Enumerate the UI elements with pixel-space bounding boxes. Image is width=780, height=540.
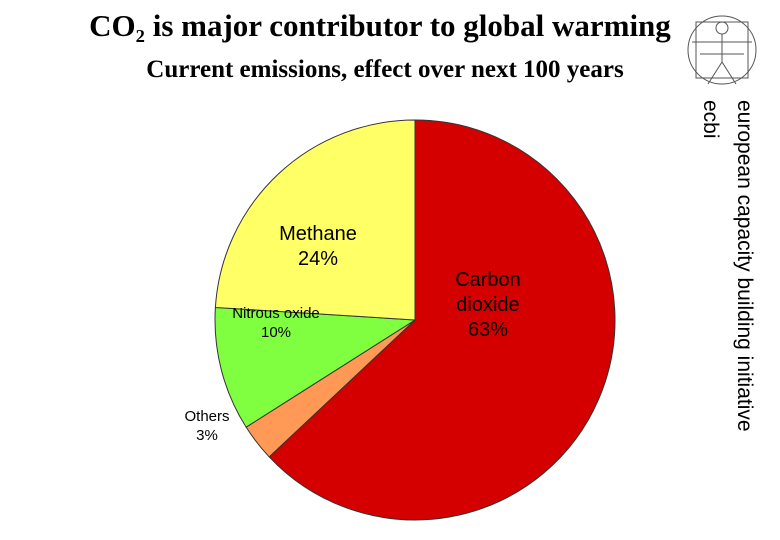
slice-name: Methane [279,223,357,245]
slice-value-label: 3% [196,426,218,444]
acronym-text: ecbi [699,100,722,139]
chart-subtitle: Current emissions, effect over next 100 … [146,56,624,83]
slice-label: Others 3% [172,408,242,446]
pie-slice [214,119,416,321]
slice-value-label: 63% [467,319,509,341]
logo [687,15,757,85]
slice-label: Nitrous oxide 10% [221,305,331,343]
slice-value-label: 10% [260,323,292,341]
pie-slice [214,306,417,428]
slice-value-label: 24% [297,248,339,270]
slice-label: Methane 24% [258,222,378,272]
slice-name: Carbon dioxide [455,269,521,316]
organization-text: european capacity building initiative [733,100,756,432]
chart-title: CO₂ is major contributor to global warmi… [89,8,671,43]
slice-label: Carbon dioxide 63% [433,268,543,343]
slice-name: Nitrous oxide [232,305,320,322]
slice-name: Others [184,408,230,425]
pie-slice [268,119,616,521]
